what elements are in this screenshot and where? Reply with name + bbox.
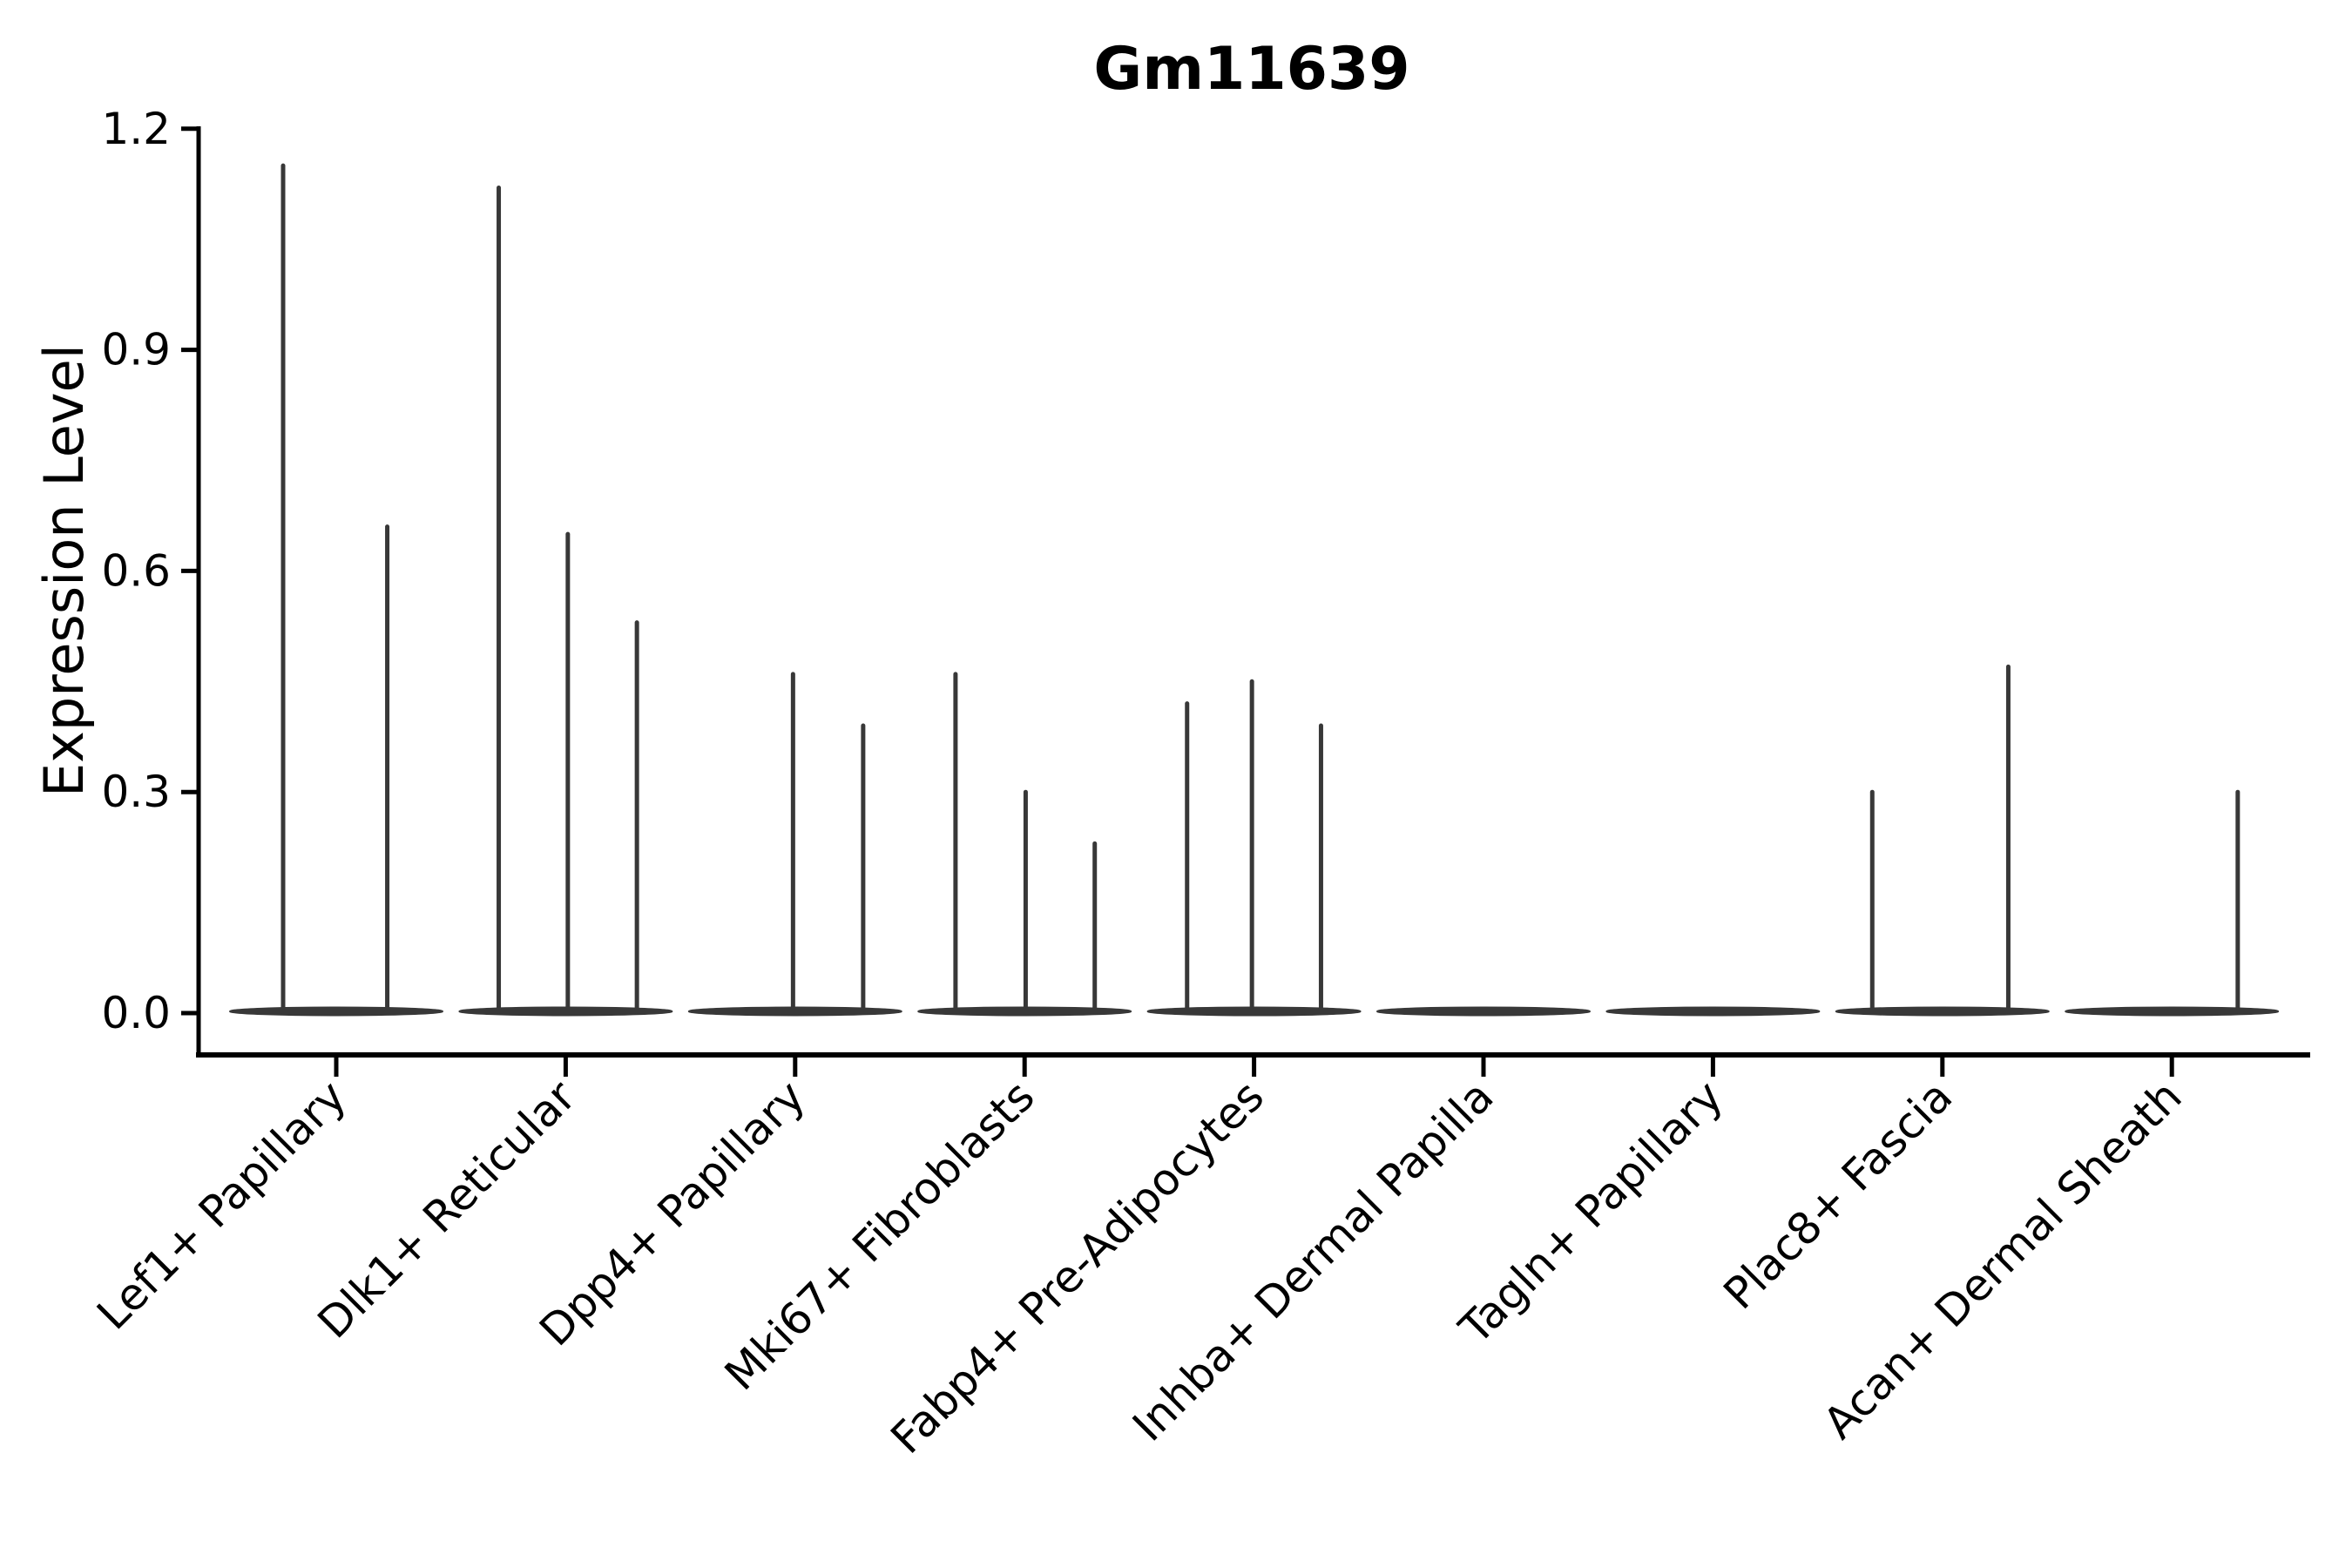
y-tick-label: 0.3 — [101, 767, 171, 817]
y-tick-label: 1.2 — [101, 104, 171, 154]
violin — [917, 672, 1132, 1017]
violin-body — [1376, 1006, 1591, 1017]
violin-body — [1835, 1006, 2050, 1017]
y-tick-label: 0.6 — [101, 545, 171, 596]
violins-layer — [229, 163, 2280, 1017]
violin — [687, 672, 902, 1017]
y-tick-label: 0.0 — [101, 988, 171, 1038]
violin — [1835, 664, 2050, 1017]
violin-body — [1605, 1006, 1821, 1017]
chart-title: Gm11639 — [1093, 35, 1409, 104]
y-axis-label: Expression Level — [32, 344, 96, 797]
x-tick-label: Plac8+ Fascia — [1714, 1071, 1963, 1319]
violin — [1605, 1006, 1821, 1017]
y-tick-label: 0.9 — [101, 325, 171, 375]
violin — [229, 163, 443, 1017]
x-tick-label: Fabp4+ Pre-Adipocytes — [882, 1071, 1274, 1463]
violin-body — [229, 1006, 443, 1017]
y-axis: 0.0 0.3 0.6 0.9 1.2 — [101, 104, 201, 1058]
violin — [2065, 789, 2280, 1017]
violin — [458, 185, 673, 1017]
violin — [1146, 679, 1362, 1017]
x-tick-label: Lef1+ Papillary — [87, 1071, 355, 1339]
violin — [1376, 1006, 1591, 1017]
violin-body — [2065, 1006, 2280, 1017]
